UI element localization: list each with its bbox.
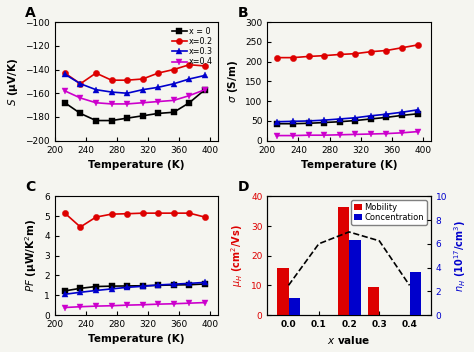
X-axis label: $x$ value: $x$ value <box>328 334 371 346</box>
X-axis label: Temperature (K): Temperature (K) <box>88 160 185 170</box>
x=0.4 <box>93 101 99 105</box>
x=0.4 <box>155 99 161 103</box>
Legend: Mobility, Concentration: Mobility, Concentration <box>351 201 427 225</box>
x=0.2 <box>93 71 99 75</box>
x=0.2 <box>62 71 68 75</box>
Line: x=0.3: x=0.3 <box>62 71 208 96</box>
x = 0 <box>186 101 192 105</box>
x=0.3 <box>109 90 114 94</box>
Text: A: A <box>25 6 36 20</box>
Line: x = 0: x = 0 <box>62 87 208 124</box>
Bar <box>368 287 379 315</box>
Line: x=0.2: x=0.2 <box>62 62 208 87</box>
Y-axis label: $\sigma$ (S/m): $\sigma$ (S/m) <box>226 60 240 103</box>
x=0.2 <box>171 67 177 71</box>
Bar <box>289 298 300 315</box>
x=0.2 <box>78 82 83 86</box>
x=0.4 <box>140 101 146 105</box>
Bar <box>410 272 421 315</box>
Line: x=0.4: x=0.4 <box>62 87 208 107</box>
x=0.3 <box>62 72 68 76</box>
x = 0 <box>155 111 161 115</box>
x = 0 <box>109 118 114 122</box>
x=0.2 <box>124 78 130 82</box>
x=0.4 <box>186 94 192 98</box>
x=0.2 <box>186 63 192 67</box>
Text: D: D <box>238 180 249 194</box>
x=0.3 <box>93 88 99 92</box>
X-axis label: Temperature (K): Temperature (K) <box>88 334 185 345</box>
Y-axis label: $S$ (μV/K): $S$ (μV/K) <box>6 57 19 106</box>
x = 0 <box>93 118 99 122</box>
x=0.4 <box>109 102 114 106</box>
x = 0 <box>140 114 146 118</box>
x=0.2 <box>202 64 208 68</box>
Bar <box>337 207 349 315</box>
X-axis label: Temperature (K): Temperature (K) <box>301 160 397 170</box>
Text: C: C <box>25 180 36 194</box>
x=0.3 <box>186 77 192 81</box>
x=0.3 <box>155 85 161 89</box>
x=0.4 <box>78 96 83 100</box>
x=0.4 <box>202 88 208 92</box>
x=0.2 <box>140 77 146 81</box>
x = 0 <box>171 110 177 114</box>
x=0.4 <box>124 102 130 106</box>
Bar <box>349 240 361 315</box>
x=0.2 <box>155 71 161 75</box>
x = 0 <box>62 101 68 105</box>
x=0.3 <box>202 73 208 77</box>
Y-axis label: $n_H$ (10$^{17}$/cm$^3$): $n_H$ (10$^{17}$/cm$^3$) <box>453 220 468 292</box>
x=0.2 <box>109 78 114 82</box>
x=0.3 <box>171 82 177 86</box>
Bar <box>277 268 289 315</box>
Y-axis label: $\mu_H$ (cm$^2$/Vs): $\mu_H$ (cm$^2$/Vs) <box>229 224 246 287</box>
x=0.3 <box>124 91 130 95</box>
x=0.4 <box>171 98 177 102</box>
Text: B: B <box>238 6 248 20</box>
x = 0 <box>78 111 83 115</box>
x = 0 <box>202 88 208 92</box>
x=0.3 <box>140 88 146 92</box>
x = 0 <box>124 116 130 120</box>
Y-axis label: $PF$ (μW/K$^2$m): $PF$ (μW/K$^2$m) <box>23 219 38 292</box>
x=0.3 <box>78 82 83 86</box>
x=0.4 <box>62 89 68 93</box>
Legend: x = 0, x=0.2, x=0.3, x=0.4: x = 0, x=0.2, x=0.3, x=0.4 <box>172 26 214 67</box>
